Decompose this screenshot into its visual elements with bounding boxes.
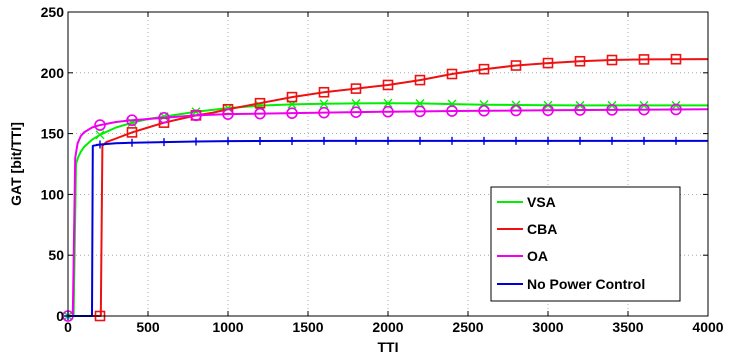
data-point-marker bbox=[606, 104, 618, 116]
data-point-marker bbox=[544, 136, 552, 145]
data-point-marker bbox=[94, 119, 106, 131]
x-tick-label: 3500 bbox=[612, 319, 643, 335]
data-point-marker bbox=[286, 107, 298, 119]
data-point-marker bbox=[414, 105, 426, 118]
data-point-marker bbox=[350, 106, 362, 118]
legend: VSA CBA OA No Power Control bbox=[490, 186, 681, 302]
data-point-marker bbox=[160, 138, 168, 147]
series-layer bbox=[62, 53, 709, 322]
data-point-marker bbox=[382, 105, 394, 118]
x-tick-label: 500 bbox=[136, 319, 160, 335]
data-point-marker bbox=[96, 140, 104, 149]
x-tick-label: 1000 bbox=[212, 319, 243, 335]
data-point-marker bbox=[416, 136, 424, 145]
legend-label-cba: CBA bbox=[527, 221, 557, 237]
data-point-marker bbox=[318, 106, 330, 119]
data-point-marker bbox=[638, 54, 650, 65]
y-tick-label: 150 bbox=[41, 126, 65, 142]
y-ticks: 0 50 100 150 200 250 bbox=[41, 4, 708, 324]
data-point-marker bbox=[288, 136, 296, 145]
data-point-marker bbox=[574, 55, 586, 67]
data-point-marker bbox=[638, 103, 650, 116]
data-point-marker bbox=[222, 108, 234, 120]
legend-box bbox=[490, 186, 681, 302]
y-tick-label: 200 bbox=[41, 65, 65, 81]
data-point-marker bbox=[190, 109, 202, 122]
y-axis-label: GAT [bit/TTI] bbox=[8, 122, 24, 206]
legend-label-oa: OA bbox=[527, 248, 548, 264]
data-point-marker bbox=[414, 74, 426, 86]
data-point-marker bbox=[640, 136, 648, 145]
data-point-marker bbox=[576, 136, 584, 145]
data-point-marker bbox=[384, 136, 392, 145]
data-point-marker bbox=[158, 111, 170, 124]
data-point-marker bbox=[608, 136, 616, 145]
y-tick-label: 100 bbox=[41, 186, 65, 202]
data-point-marker bbox=[670, 103, 682, 116]
y-tick-label: 250 bbox=[41, 4, 65, 20]
data-point-marker bbox=[478, 104, 490, 117]
data-point-marker bbox=[126, 114, 138, 127]
data-point-marker bbox=[126, 127, 138, 138]
series-line bbox=[68, 58, 709, 317]
data-point-marker bbox=[510, 60, 522, 71]
y-tick-label: 50 bbox=[48, 247, 64, 263]
data-point-marker bbox=[95, 130, 105, 140]
legend-label-vsa: VSA bbox=[527, 194, 556, 210]
data-point-marker bbox=[319, 99, 329, 109]
x-tick-label: 2500 bbox=[452, 319, 483, 335]
data-point-marker bbox=[542, 57, 554, 69]
data-point-marker bbox=[350, 83, 362, 94]
data-point-marker bbox=[542, 104, 554, 117]
x-tick-label: 0 bbox=[64, 319, 72, 335]
data-point-marker bbox=[128, 138, 136, 147]
legend-label-no-power-control: No Power Control bbox=[527, 276, 645, 292]
data-point-marker bbox=[448, 136, 456, 145]
series-oa bbox=[62, 103, 709, 322]
data-point-marker bbox=[446, 105, 458, 117]
data-point-marker bbox=[670, 53, 682, 65]
data-point-marker bbox=[512, 136, 520, 145]
data-point-marker bbox=[383, 98, 393, 108]
data-point-marker bbox=[480, 136, 488, 145]
data-point-marker bbox=[224, 137, 232, 146]
data-point-marker bbox=[671, 100, 681, 110]
data-point-marker bbox=[352, 136, 360, 145]
x-axis-label: TTI bbox=[378, 339, 399, 355]
data-point-marker bbox=[415, 98, 425, 108]
data-point-marker bbox=[672, 136, 680, 145]
data-point-marker bbox=[256, 137, 264, 146]
y-tick-label: 0 bbox=[56, 308, 64, 324]
grid bbox=[68, 12, 708, 316]
data-point-marker bbox=[382, 79, 394, 91]
data-point-marker bbox=[318, 86, 330, 98]
data-point-marker bbox=[478, 63, 490, 75]
x-tick-label: 4000 bbox=[692, 319, 723, 335]
data-point-marker bbox=[606, 54, 618, 66]
data-point-marker bbox=[192, 137, 200, 146]
data-point-marker bbox=[286, 91, 298, 103]
x-ticks: 0 500 1000 1500 2000 2500 3000 3500 4000 bbox=[64, 12, 724, 335]
data-point-marker bbox=[254, 107, 266, 120]
series-cba bbox=[68, 53, 709, 322]
x-tick-label: 2000 bbox=[372, 319, 403, 335]
data-point-marker bbox=[254, 97, 266, 109]
data-point-marker bbox=[446, 68, 458, 80]
x-tick-label: 1500 bbox=[292, 319, 323, 335]
data-point-marker bbox=[351, 98, 361, 108]
data-point-marker bbox=[510, 104, 522, 117]
data-point-marker bbox=[574, 104, 586, 116]
x-tick-label: 3000 bbox=[532, 319, 563, 335]
series-line bbox=[68, 108, 709, 317]
data-point-marker bbox=[320, 136, 328, 145]
